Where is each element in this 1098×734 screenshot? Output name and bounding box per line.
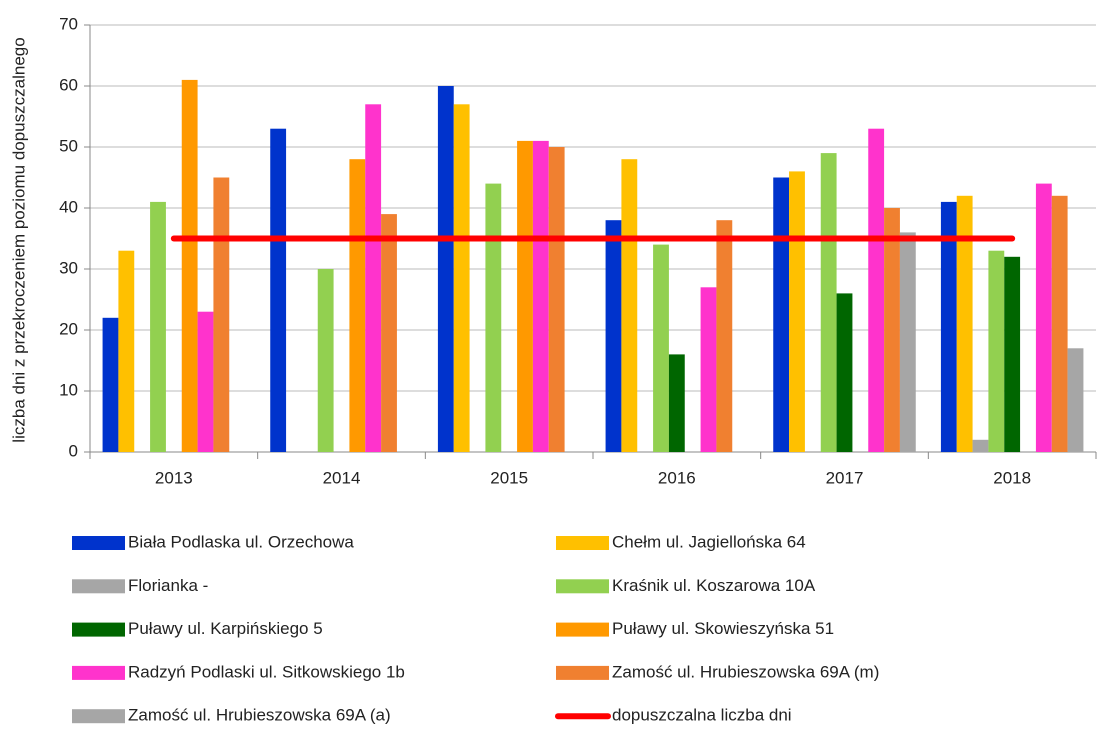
y-tick-label: 60	[59, 75, 78, 94]
y-axis-label: liczba dni z przekroczeniem poziomu dopu…	[9, 37, 28, 442]
bar	[1035, 183, 1052, 452]
bar	[485, 183, 502, 452]
legend-swatch	[556, 536, 609, 550]
bar	[1004, 256, 1021, 452]
bar	[700, 287, 717, 452]
bar	[1067, 348, 1084, 452]
x-tick-label: 2013	[155, 468, 193, 487]
legend-label: Puławy ul. Skowieszyńska 51	[612, 619, 834, 638]
bar	[716, 220, 733, 452]
bar	[365, 104, 382, 453]
legend-label: dopuszczalna liczba dni	[612, 706, 792, 725]
y-tick-label: 50	[59, 136, 78, 155]
bar	[605, 220, 622, 452]
legend-swatch	[556, 622, 609, 637]
bar	[884, 208, 900, 452]
bar	[270, 128, 287, 452]
legend-swatch	[556, 665, 609, 680]
bar	[213, 177, 230, 452]
y-tick-label: 10	[59, 380, 78, 399]
y-tick-label: 70	[59, 14, 78, 33]
bar	[940, 201, 957, 452]
bar	[621, 159, 638, 452]
bar	[181, 79, 198, 453]
bar	[972, 439, 989, 452]
legend-label: Zamość ul. Hrubieszowska 69A (m)	[612, 662, 879, 681]
x-tick-label: 2018	[993, 468, 1031, 487]
bar	[820, 153, 837, 452]
x-tick-label: 2015	[490, 468, 528, 487]
bar	[868, 128, 885, 452]
bar	[118, 250, 135, 452]
legend-label: Florianka -	[128, 576, 208, 595]
bar	[988, 250, 1005, 452]
bar	[668, 354, 685, 452]
bar	[381, 214, 397, 452]
bar	[437, 86, 454, 452]
bar	[899, 232, 916, 452]
bar	[548, 147, 565, 452]
legend-swatch	[72, 579, 125, 594]
bar	[836, 293, 853, 452]
bar	[517, 140, 533, 452]
bar	[150, 201, 166, 452]
legend-label: Chełm ul. Jagiellońska 64	[612, 532, 806, 551]
y-tick-label: 30	[59, 258, 78, 277]
bar	[532, 140, 549, 452]
bar	[1051, 195, 1068, 453]
legend-label: Puławy ul. Karpińskiego 5	[128, 619, 323, 638]
x-tick-label: 2014	[323, 468, 361, 487]
y-tick-label: 20	[59, 319, 78, 338]
legend-label: Kraśnik ul. Koszarowa 10A	[612, 576, 816, 595]
x-tick-label: 2016	[658, 468, 696, 487]
legend-swatch	[72, 709, 125, 724]
bar	[773, 177, 790, 452]
bar	[956, 195, 973, 453]
legend-label: Radzyń Podlaski ul. Sitkowskiego 1b	[128, 662, 405, 681]
bar	[349, 159, 366, 452]
bar	[453, 104, 470, 453]
y-tick-label: 40	[59, 197, 78, 216]
bar	[789, 171, 805, 452]
bar	[197, 311, 214, 452]
legend-swatch	[556, 579, 609, 594]
legend-label: Zamość ul. Hrubieszowska 69A (a)	[128, 706, 391, 725]
bar	[317, 269, 334, 452]
y-tick-label: 0	[69, 441, 78, 460]
legend-swatch	[72, 622, 125, 637]
bar	[102, 317, 119, 452]
x-tick-label: 2017	[826, 468, 864, 487]
legend-swatch	[72, 536, 125, 550]
legend-label: Biała Podlaska ul. Orzechowa	[128, 532, 354, 551]
legend-swatch	[72, 665, 125, 680]
bar	[653, 244, 669, 452]
